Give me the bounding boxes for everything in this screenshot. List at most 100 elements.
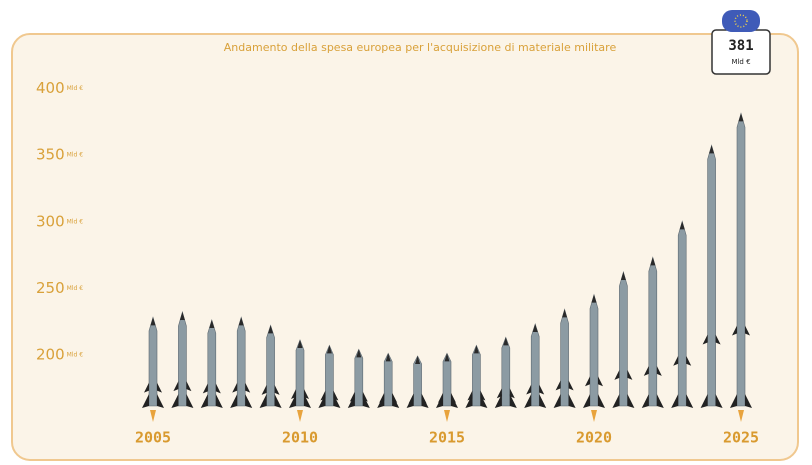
rocket-fin xyxy=(230,394,253,408)
rocket-body xyxy=(707,144,716,407)
y-tick-unit: Mld € xyxy=(67,285,84,292)
rocket-tip xyxy=(179,312,185,320)
rocket-tip xyxy=(709,145,715,154)
rocket xyxy=(406,355,429,408)
rocket-tip xyxy=(591,294,597,303)
rocket xyxy=(200,318,223,408)
x-tick-flame xyxy=(444,410,450,422)
rocket xyxy=(171,310,194,408)
rocket-fin xyxy=(318,394,341,408)
x-tick-flame xyxy=(591,410,597,422)
rocket xyxy=(436,352,458,408)
y-tick-label: 300 Mld € xyxy=(36,212,83,230)
rocket-fin xyxy=(671,394,694,408)
rocket-tip xyxy=(356,349,362,358)
rocket-fin xyxy=(347,394,370,408)
rocket-fin xyxy=(259,394,282,408)
rocket-body xyxy=(442,352,452,407)
y-tick-unit: Mld € xyxy=(67,85,84,92)
rocket-fin xyxy=(142,394,164,408)
rocket-body xyxy=(619,270,628,407)
rocket-fin xyxy=(465,394,488,408)
rocket-fin xyxy=(406,394,429,408)
rocket-fin xyxy=(555,380,574,391)
y-tick-value: 300 xyxy=(36,212,65,230)
rocket-fin xyxy=(171,394,194,408)
rocket-fin xyxy=(553,394,576,408)
rocket-fin xyxy=(641,394,664,408)
rocket-tip xyxy=(444,353,450,362)
rocket-fin xyxy=(173,381,192,392)
rocket xyxy=(700,144,723,408)
y-tick-value: 250 xyxy=(36,279,65,297)
rocket-body xyxy=(148,316,158,407)
rocket-fin xyxy=(144,382,162,393)
rocket-tip xyxy=(209,320,215,328)
rocket-fin xyxy=(585,376,603,387)
x-tick-label: 2015 xyxy=(429,429,465,447)
x-tick-flame xyxy=(297,410,303,422)
rocket-tip xyxy=(562,309,568,318)
callout: 381 Mld € xyxy=(711,10,771,75)
x-tick-label: 2005 xyxy=(135,429,171,447)
y-tick-unit: Mld € xyxy=(67,218,84,225)
rocket xyxy=(612,270,635,408)
rocket-tip xyxy=(297,340,303,348)
rocket-fin xyxy=(612,394,635,408)
rocket xyxy=(142,316,164,408)
eu-flag xyxy=(722,10,760,32)
rocket-body xyxy=(530,323,540,407)
x-tick-label: 2025 xyxy=(723,429,759,447)
rocket-tip xyxy=(532,324,538,332)
rocket-fin xyxy=(702,334,721,345)
rocket-body xyxy=(413,355,422,407)
y-tick-label: 350 Mld € xyxy=(36,145,83,163)
rocket xyxy=(465,344,488,408)
rocket-body xyxy=(207,318,217,407)
y-tick-value: 400 xyxy=(36,79,65,97)
rocket xyxy=(553,308,576,408)
rocket-tip xyxy=(679,221,685,230)
rocket-fin xyxy=(700,394,723,408)
rocket-body xyxy=(560,308,569,407)
rocket xyxy=(318,344,341,408)
y-tick-value: 200 xyxy=(36,345,65,363)
eu-stars xyxy=(734,14,748,28)
rocket-fin xyxy=(583,394,605,408)
rocket xyxy=(259,324,282,408)
rocket-body xyxy=(295,339,305,407)
rocket-tip xyxy=(650,257,656,266)
callout-unit: Mld € xyxy=(731,58,750,66)
rocket-body xyxy=(472,344,481,407)
rocket xyxy=(230,316,253,408)
x-tick-label: 2010 xyxy=(282,429,318,447)
rocket-tip xyxy=(385,353,391,362)
rocket-fin xyxy=(614,369,633,380)
rocket-body xyxy=(354,348,364,407)
rocket xyxy=(377,352,400,408)
rocket-fin xyxy=(377,394,400,408)
rocket-fin xyxy=(673,355,692,366)
x-tick-flame xyxy=(150,410,156,422)
rocket-fin xyxy=(261,384,280,395)
rocket-tip xyxy=(473,345,479,354)
rocket-fin xyxy=(200,394,223,408)
rocket-body xyxy=(501,336,511,407)
y-tick-label: 400 Mld € xyxy=(36,79,83,97)
rocket-tip xyxy=(150,317,156,326)
rocket-body xyxy=(648,256,658,407)
rocket-fin xyxy=(526,384,545,395)
rocket-tip xyxy=(238,317,244,326)
rocket-body xyxy=(325,344,334,407)
rocket xyxy=(347,348,370,408)
rocket-body xyxy=(589,293,599,407)
rocket xyxy=(641,256,664,408)
rocket-fin xyxy=(643,365,662,376)
rocket xyxy=(583,293,605,408)
chart-title: Andamento della spesa europea per l'acqu… xyxy=(224,41,617,54)
callout-value: 381 xyxy=(728,38,753,54)
x-tick-label: 2020 xyxy=(576,429,612,447)
rocket-tip xyxy=(738,113,744,122)
rocket-tip xyxy=(268,325,274,334)
